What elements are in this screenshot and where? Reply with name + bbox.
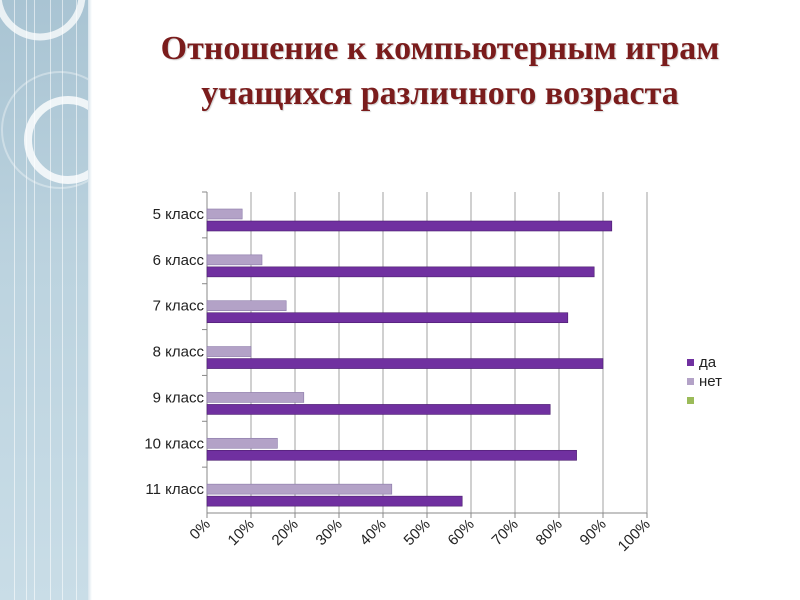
category-label: 11 класс	[145, 481, 204, 498]
bar-net	[206, 392, 305, 403]
x-tick-label: 100%	[615, 516, 654, 555]
x-tick-label: 0%	[186, 516, 213, 543]
x-tick-label: 50%	[401, 516, 434, 549]
side-strip-edge	[88, 0, 92, 600]
legend-swatch	[687, 359, 694, 366]
x-tick-label: 90%	[577, 516, 610, 549]
legend-label: нет	[699, 373, 722, 390]
x-tick-label: 60%	[445, 516, 478, 549]
x-tick-label: 10%	[225, 516, 258, 549]
bar-da	[206, 220, 613, 232]
bar-da	[206, 266, 595, 278]
category-label: 7 класс	[153, 298, 205, 315]
category-label: 5 класс	[153, 206, 205, 223]
bar-net	[206, 300, 287, 312]
legend-swatch	[687, 397, 694, 404]
slide-title: Отношение к компьютерным играм учащихся …	[160, 30, 720, 112]
bar-da	[206, 495, 463, 507]
legend-swatch	[687, 378, 694, 385]
x-tick-label: 70%	[489, 516, 522, 549]
bar-da	[206, 358, 604, 369]
category-label: 6 класс	[153, 252, 205, 269]
bar-da	[206, 404, 551, 415]
bar-net	[206, 346, 252, 357]
decorative-side-strip	[0, 0, 88, 600]
x-tick-label: 40%	[357, 516, 390, 549]
bar-net	[206, 254, 263, 266]
bar-net	[206, 437, 278, 449]
x-tick-label: 20%	[269, 516, 302, 549]
bar-da	[206, 449, 577, 461]
bar-da	[206, 312, 569, 324]
x-tick-label: 30%	[313, 516, 346, 549]
x-tick-label: 80%	[533, 516, 566, 549]
bar-net	[206, 208, 243, 220]
category-label: 10 класс	[144, 435, 204, 452]
category-label: 9 класс	[153, 389, 205, 406]
category-label: 8 класс	[153, 344, 205, 361]
legend-label: да	[699, 354, 717, 371]
decorative-circles	[0, 0, 88, 189]
bar-net	[206, 483, 393, 495]
